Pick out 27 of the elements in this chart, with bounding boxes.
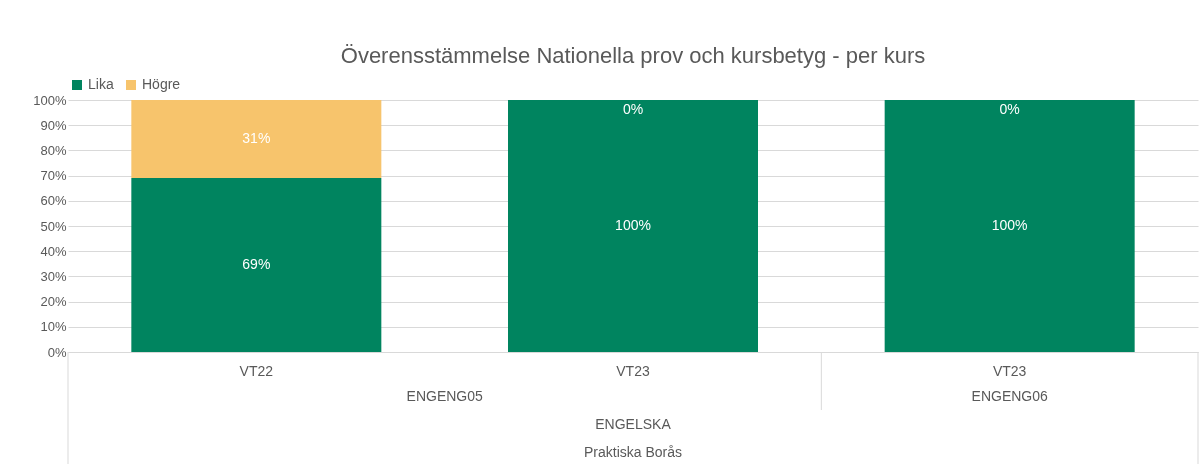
data-label: 69%: [242, 256, 271, 273]
data-label: 0%: [622, 101, 644, 117]
y-tick-label: 40%: [40, 243, 67, 259]
text: ENGENG06: [971, 388, 1048, 404]
legend-label: Högre: [142, 76, 181, 92]
y-tick-label: 70%: [40, 168, 67, 184]
y-tick-label: 90%: [40, 117, 67, 133]
y-tick-label: 50%: [40, 218, 67, 234]
data-label: 31%: [242, 130, 271, 147]
y-tick-label: 80%: [40, 142, 67, 158]
text: Praktiska Borås: [583, 444, 683, 460]
text: ENGELSKA: [595, 416, 672, 432]
y-tick-label: 0%: [47, 344, 67, 360]
y-tick-label: 20%: [40, 294, 67, 310]
data-label: 100%: [991, 217, 1028, 233]
y-tick-label: 60%: [40, 193, 67, 209]
x-tick-label: VT23: [616, 362, 650, 379]
y-tick-label: 100%: [33, 92, 67, 108]
y-tick-label: 10%: [40, 319, 67, 335]
x-tick-label: VT22: [239, 362, 274, 379]
y-tick-label: 30%: [40, 268, 67, 284]
legend-label: Lika: [88, 76, 114, 92]
x-tick-label: VT23: [992, 362, 1027, 379]
data-label: 0%: [999, 101, 1020, 117]
data-label: 100%: [615, 217, 651, 233]
chart-title: Överensstämmelse Nationella prov och kursbetyg - per kurs: [340, 43, 926, 68]
text: ENGENG05: [406, 388, 483, 404]
